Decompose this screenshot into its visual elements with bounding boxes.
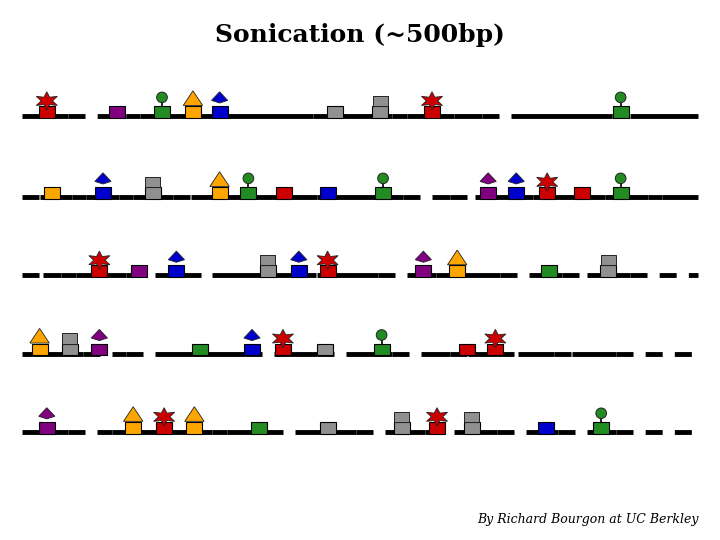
Bar [95, 187, 111, 199]
Bar [574, 187, 590, 199]
Polygon shape [480, 173, 496, 184]
Polygon shape [536, 173, 558, 191]
Bar [276, 187, 292, 199]
Bar [156, 422, 172, 434]
Polygon shape [244, 329, 260, 341]
Bar [91, 343, 107, 355]
Ellipse shape [596, 408, 606, 418]
Bar [327, 106, 343, 118]
Polygon shape [448, 250, 467, 265]
Bar [541, 265, 557, 277]
Ellipse shape [378, 173, 388, 184]
Polygon shape [415, 251, 431, 262]
Polygon shape [210, 172, 229, 186]
Bar [464, 422, 480, 434]
Bar [125, 422, 141, 434]
Polygon shape [89, 251, 110, 269]
Polygon shape [426, 408, 448, 426]
Bar [185, 106, 201, 118]
Bar [374, 343, 390, 355]
Ellipse shape [243, 173, 253, 184]
Bar [395, 411, 409, 422]
Polygon shape [153, 408, 175, 426]
Bar [131, 265, 147, 277]
Bar [168, 265, 184, 277]
Bar [39, 106, 55, 118]
Polygon shape [272, 329, 294, 348]
Bar [320, 265, 336, 277]
Bar [39, 422, 55, 434]
Bar [212, 106, 228, 118]
Bar [424, 106, 440, 118]
Ellipse shape [616, 173, 626, 184]
Bar [480, 187, 496, 199]
Bar [459, 343, 474, 355]
Bar [372, 106, 388, 118]
Text: Sonication (~500bp): Sonication (~500bp) [215, 23, 505, 47]
Bar [291, 265, 307, 277]
Polygon shape [39, 408, 55, 419]
Polygon shape [212, 92, 228, 103]
Bar [601, 255, 616, 265]
Bar [63, 333, 77, 343]
Polygon shape [317, 251, 338, 269]
Polygon shape [421, 92, 443, 110]
Bar [212, 187, 228, 199]
Bar [464, 411, 479, 422]
Bar [251, 422, 267, 434]
Bar [320, 187, 336, 199]
Polygon shape [95, 173, 111, 184]
Bar [145, 177, 160, 187]
Bar [487, 343, 503, 355]
Polygon shape [485, 329, 506, 348]
Bar [593, 422, 609, 434]
Bar [275, 343, 291, 355]
Bar [44, 187, 60, 199]
Bar [145, 187, 161, 199]
Bar [613, 187, 629, 199]
Bar [538, 422, 554, 434]
Bar [539, 187, 555, 199]
Bar [261, 255, 275, 265]
Polygon shape [36, 92, 58, 110]
Ellipse shape [377, 330, 387, 340]
Polygon shape [291, 251, 307, 262]
Ellipse shape [616, 92, 626, 103]
Bar [91, 265, 107, 277]
Bar [613, 106, 629, 118]
Polygon shape [508, 173, 524, 184]
Polygon shape [184, 91, 202, 105]
Ellipse shape [157, 92, 167, 103]
Bar [600, 265, 616, 277]
Polygon shape [185, 407, 204, 421]
Bar [508, 187, 524, 199]
Bar [429, 422, 445, 434]
Bar [449, 265, 465, 277]
Bar [154, 106, 170, 118]
Bar [186, 422, 202, 434]
Bar [415, 265, 431, 277]
Polygon shape [91, 329, 107, 341]
Bar [244, 343, 260, 355]
Bar [373, 96, 387, 106]
Bar [394, 422, 410, 434]
Polygon shape [30, 328, 49, 343]
Text: By Richard Bourgon at UC Berkley: By Richard Bourgon at UC Berkley [477, 514, 698, 526]
Bar [240, 187, 256, 199]
Bar [318, 343, 333, 355]
Bar [320, 422, 336, 434]
Bar [375, 187, 391, 199]
Bar [192, 343, 208, 355]
Bar [32, 343, 48, 355]
Bar [109, 106, 125, 118]
Polygon shape [168, 251, 184, 262]
Bar [62, 343, 78, 355]
Polygon shape [124, 407, 143, 421]
Bar [260, 265, 276, 277]
